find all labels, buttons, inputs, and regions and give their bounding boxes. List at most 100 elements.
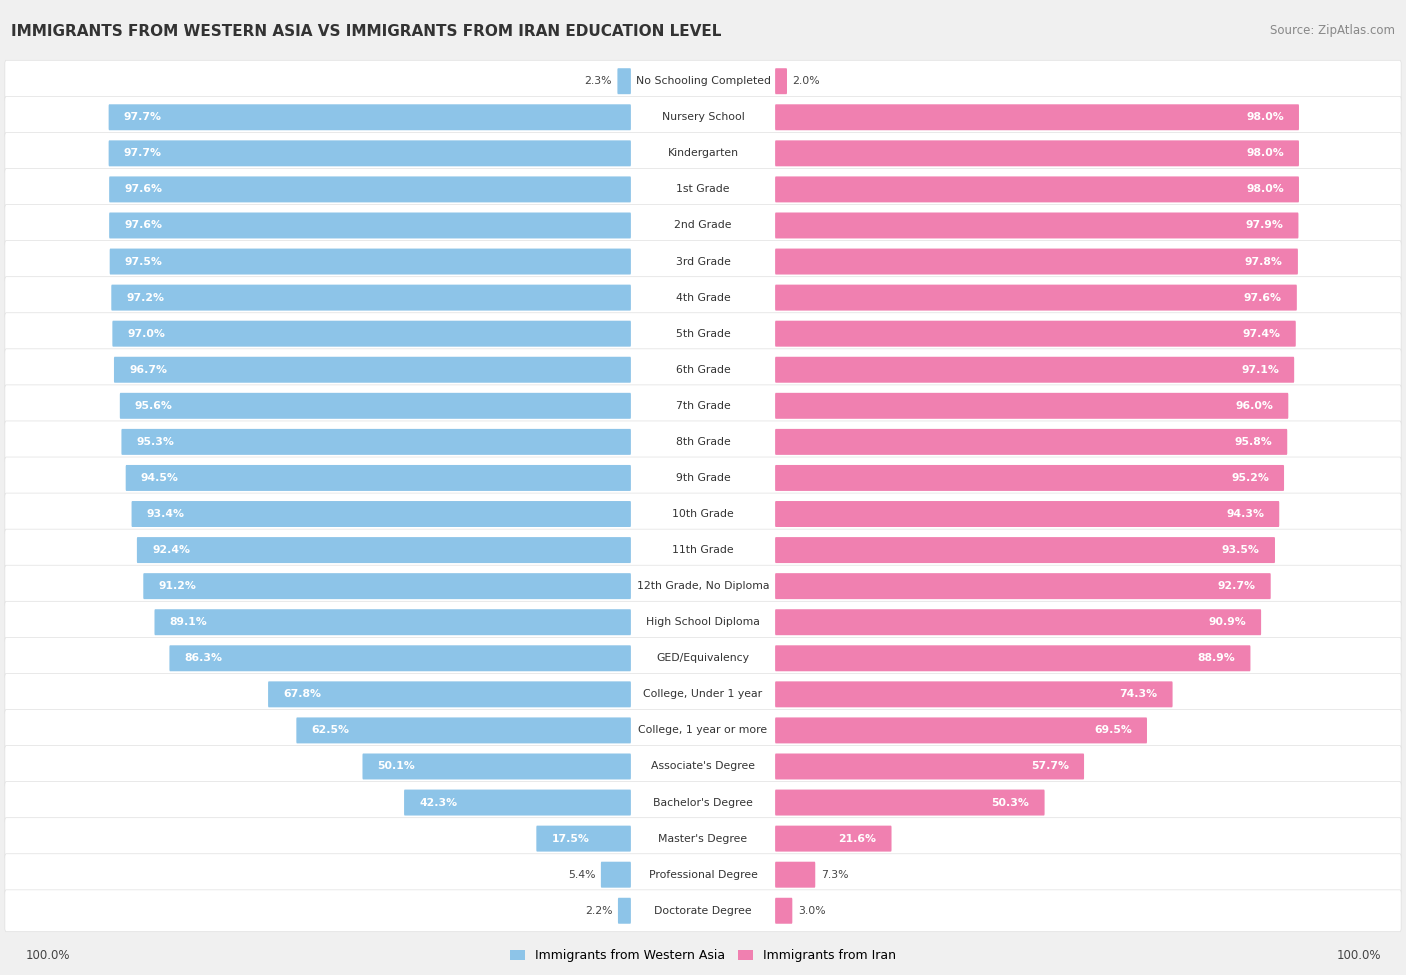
Text: Bachelor's Degree: Bachelor's Degree	[652, 798, 754, 807]
FancyBboxPatch shape	[143, 573, 631, 599]
Text: 7.3%: 7.3%	[821, 870, 848, 879]
Text: 95.3%: 95.3%	[136, 437, 174, 447]
FancyBboxPatch shape	[4, 602, 1402, 644]
FancyBboxPatch shape	[269, 682, 631, 707]
Text: Kindergarten: Kindergarten	[668, 148, 738, 158]
FancyBboxPatch shape	[775, 213, 1299, 239]
Text: 100.0%: 100.0%	[1336, 949, 1381, 962]
Text: Doctorate Degree: Doctorate Degree	[654, 906, 752, 916]
FancyBboxPatch shape	[536, 826, 631, 851]
Text: 97.1%: 97.1%	[1241, 365, 1279, 374]
Text: 11th Grade: 11th Grade	[672, 545, 734, 555]
FancyBboxPatch shape	[4, 710, 1402, 752]
Text: 3.0%: 3.0%	[797, 906, 825, 916]
FancyBboxPatch shape	[4, 205, 1402, 247]
FancyBboxPatch shape	[775, 537, 1275, 564]
Text: 21.6%: 21.6%	[838, 834, 876, 843]
FancyBboxPatch shape	[775, 790, 1045, 815]
Text: 97.5%: 97.5%	[125, 256, 163, 266]
Text: 50.1%: 50.1%	[378, 761, 415, 771]
FancyBboxPatch shape	[775, 249, 1298, 275]
Text: 3rd Grade: 3rd Grade	[675, 256, 731, 266]
FancyBboxPatch shape	[4, 746, 1402, 788]
FancyBboxPatch shape	[110, 176, 631, 203]
Text: 1st Grade: 1st Grade	[676, 184, 730, 194]
FancyBboxPatch shape	[114, 357, 631, 383]
FancyBboxPatch shape	[4, 277, 1402, 319]
FancyBboxPatch shape	[108, 140, 631, 167]
Text: 50.3%: 50.3%	[991, 798, 1029, 807]
FancyBboxPatch shape	[4, 782, 1402, 824]
Text: 95.6%: 95.6%	[135, 401, 173, 410]
Text: 69.5%: 69.5%	[1094, 725, 1132, 735]
FancyBboxPatch shape	[4, 349, 1402, 391]
Text: 7th Grade: 7th Grade	[676, 401, 730, 410]
Text: No Schooling Completed: No Schooling Completed	[636, 76, 770, 86]
Text: 5th Grade: 5th Grade	[676, 329, 730, 338]
Text: 57.7%: 57.7%	[1031, 761, 1069, 771]
Text: 94.3%: 94.3%	[1226, 509, 1264, 519]
Text: 93.4%: 93.4%	[146, 509, 184, 519]
Text: 97.7%: 97.7%	[124, 148, 162, 158]
Text: 97.6%: 97.6%	[1244, 292, 1282, 302]
FancyBboxPatch shape	[4, 133, 1402, 175]
Text: 17.5%: 17.5%	[551, 834, 589, 843]
Text: 95.2%: 95.2%	[1232, 473, 1268, 483]
FancyBboxPatch shape	[775, 682, 1173, 707]
FancyBboxPatch shape	[4, 854, 1402, 896]
FancyBboxPatch shape	[775, 645, 1250, 671]
Text: College, 1 year or more: College, 1 year or more	[638, 725, 768, 735]
FancyBboxPatch shape	[4, 529, 1402, 571]
Text: 97.8%: 97.8%	[1244, 256, 1282, 266]
FancyBboxPatch shape	[4, 638, 1402, 680]
Text: 97.9%: 97.9%	[1246, 220, 1284, 230]
Text: GED/Equivalency: GED/Equivalency	[657, 653, 749, 663]
FancyBboxPatch shape	[775, 898, 793, 923]
FancyBboxPatch shape	[775, 609, 1261, 635]
FancyBboxPatch shape	[120, 393, 631, 419]
FancyBboxPatch shape	[775, 104, 1299, 131]
Text: 98.0%: 98.0%	[1246, 112, 1284, 122]
Text: IMMIGRANTS FROM WESTERN ASIA VS IMMIGRANTS FROM IRAN EDUCATION LEVEL: IMMIGRANTS FROM WESTERN ASIA VS IMMIGRAN…	[11, 24, 721, 39]
FancyBboxPatch shape	[155, 609, 631, 635]
FancyBboxPatch shape	[775, 357, 1294, 383]
FancyBboxPatch shape	[775, 321, 1296, 347]
Text: 2.0%: 2.0%	[793, 76, 820, 86]
Text: 97.6%: 97.6%	[124, 220, 162, 230]
Text: 91.2%: 91.2%	[159, 581, 197, 591]
FancyBboxPatch shape	[775, 285, 1296, 311]
FancyBboxPatch shape	[775, 393, 1288, 419]
Text: 97.6%: 97.6%	[124, 184, 162, 194]
FancyBboxPatch shape	[111, 285, 631, 311]
FancyBboxPatch shape	[775, 573, 1271, 599]
FancyBboxPatch shape	[4, 566, 1402, 607]
FancyBboxPatch shape	[110, 213, 631, 239]
FancyBboxPatch shape	[775, 862, 815, 887]
FancyBboxPatch shape	[775, 826, 891, 851]
FancyBboxPatch shape	[4, 385, 1402, 427]
Text: College, Under 1 year: College, Under 1 year	[644, 689, 762, 699]
Text: 2.3%: 2.3%	[585, 76, 612, 86]
FancyBboxPatch shape	[775, 68, 787, 95]
FancyBboxPatch shape	[4, 421, 1402, 463]
FancyBboxPatch shape	[404, 790, 631, 815]
Text: Master's Degree: Master's Degree	[658, 834, 748, 843]
FancyBboxPatch shape	[363, 754, 631, 779]
FancyBboxPatch shape	[4, 890, 1402, 932]
Text: 89.1%: 89.1%	[170, 617, 208, 627]
Text: 62.5%: 62.5%	[312, 725, 350, 735]
FancyBboxPatch shape	[775, 501, 1279, 527]
Text: 42.3%: 42.3%	[419, 798, 457, 807]
Text: 2.2%: 2.2%	[585, 906, 613, 916]
Text: 10th Grade: 10th Grade	[672, 509, 734, 519]
FancyBboxPatch shape	[775, 718, 1147, 743]
Text: 86.3%: 86.3%	[184, 653, 222, 663]
FancyBboxPatch shape	[617, 68, 631, 95]
FancyBboxPatch shape	[4, 169, 1402, 211]
FancyBboxPatch shape	[775, 429, 1288, 455]
Text: Nursery School: Nursery School	[662, 112, 744, 122]
FancyBboxPatch shape	[4, 818, 1402, 860]
Text: 94.5%: 94.5%	[141, 473, 179, 483]
FancyBboxPatch shape	[121, 429, 631, 455]
Text: 5.4%: 5.4%	[568, 870, 595, 879]
